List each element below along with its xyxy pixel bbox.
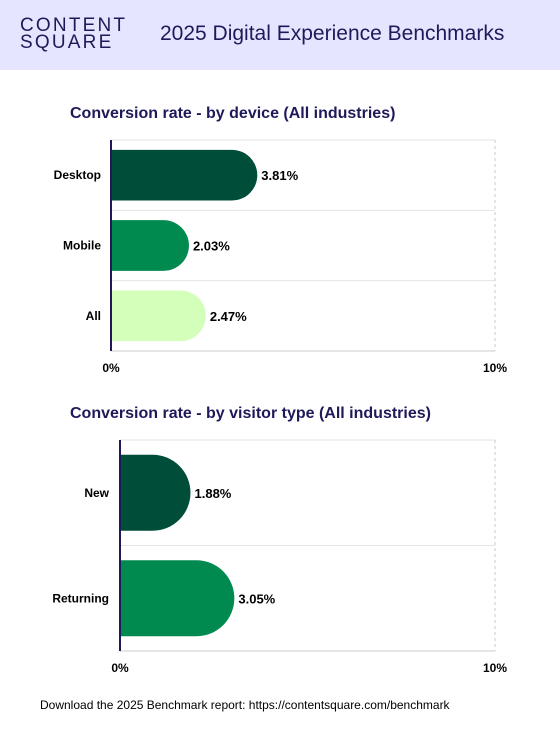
category-label: Returning bbox=[52, 591, 109, 605]
brand-logo: CONTENT SQUARE bbox=[20, 15, 128, 53]
bar-all bbox=[111, 290, 206, 342]
value-label: 1.88% bbox=[195, 486, 232, 501]
x-tick-label: 10% bbox=[483, 661, 507, 675]
value-label: 2.47% bbox=[210, 309, 247, 324]
header-banner: CONTENT SQUARE 2025 Digital Experience B… bbox=[0, 0, 560, 70]
bar-desktop bbox=[111, 149, 258, 201]
value-label: 3.81% bbox=[261, 168, 298, 183]
category-label: Mobile bbox=[63, 239, 101, 253]
device-chart: Desktop 3.81% Mobile 2.03% All 2.47% 0% 10% bbox=[54, 139, 507, 375]
category-label: All bbox=[86, 309, 101, 323]
value-label: 3.05% bbox=[238, 591, 275, 606]
x-tick-label: 0% bbox=[111, 661, 129, 675]
report-title: 2025 Digital Experience Benchmarks bbox=[160, 22, 505, 45]
bar-returning bbox=[120, 560, 235, 637]
visitor-chart: New 1.88% Returning 3.05% 0% 10% bbox=[52, 439, 507, 675]
logo-line-2: SQUARE bbox=[20, 32, 114, 53]
logo-line-1: CONTENT bbox=[20, 15, 128, 36]
bar-mobile bbox=[111, 220, 189, 271]
x-tick-label: 10% bbox=[483, 361, 507, 375]
footer-note: Download the 2025 Benchmark report: http… bbox=[40, 698, 450, 712]
value-label: 2.03% bbox=[193, 239, 230, 254]
category-label: Desktop bbox=[54, 168, 101, 182]
visitor-chart-title: Conversion rate - by visitor type (All i… bbox=[70, 405, 431, 422]
category-label: New bbox=[84, 486, 109, 500]
device-chart-title: Conversion rate - by device (All industr… bbox=[70, 105, 396, 122]
x-tick-label: 0% bbox=[102, 361, 120, 375]
bar-new bbox=[120, 454, 191, 531]
